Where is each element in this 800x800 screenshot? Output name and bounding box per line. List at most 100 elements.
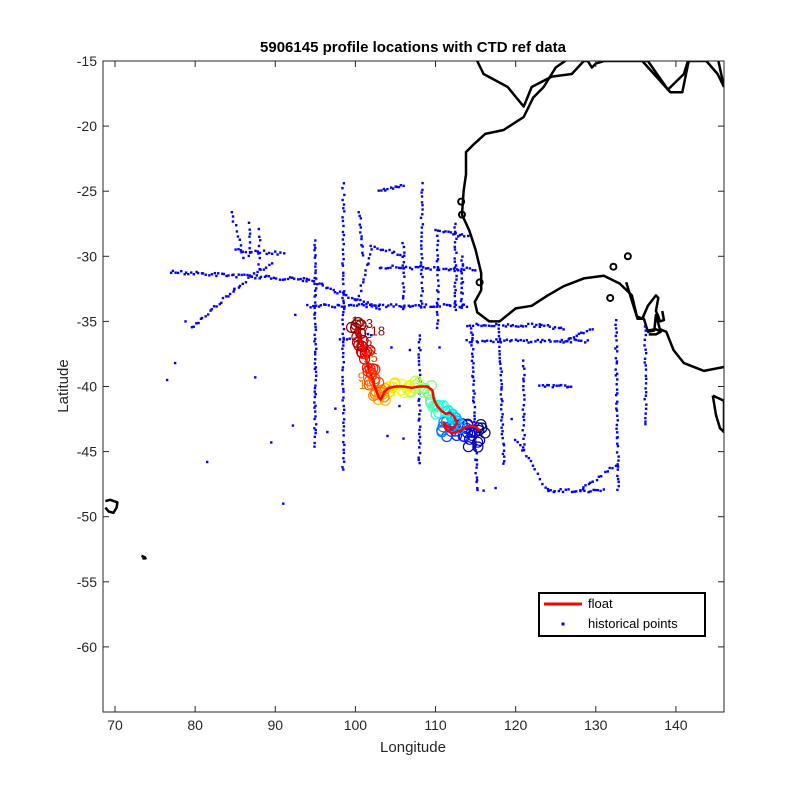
historical-point [616, 414, 619, 418]
historical-point [531, 464, 535, 467]
historical-point [426, 267, 430, 270]
historical-point [460, 291, 463, 294]
historical-point [314, 423, 318, 426]
historical-point [423, 305, 426, 309]
historical-point [453, 248, 457, 251]
historical-point [454, 288, 457, 292]
historical-point [615, 360, 619, 363]
historical-point [381, 248, 384, 252]
historical-point [342, 440, 345, 444]
historical-point [313, 282, 316, 286]
x-axis-label: Longitude [380, 739, 446, 756]
historical-point [436, 254, 439, 257]
historical-point [465, 338, 468, 342]
historical-point [365, 305, 368, 309]
historical-point [312, 280, 316, 283]
historical-point [225, 274, 228, 278]
historical-point [538, 325, 542, 329]
profile-number-label: 18 [371, 324, 385, 339]
historical-point [473, 392, 476, 395]
historical-point [314, 254, 317, 257]
historical-point [322, 303, 326, 306]
historical-point [313, 362, 317, 365]
historical-point [465, 305, 469, 309]
profile-number-label: 3 [366, 316, 373, 331]
historical-point [368, 303, 372, 306]
historical-point [342, 336, 345, 340]
historical-point [342, 468, 345, 471]
y-tick-label: -35 [77, 313, 97, 329]
historical-point [454, 222, 457, 226]
historical-point [314, 378, 318, 382]
island-small-island-1 [457, 197, 466, 206]
historical-point [510, 338, 513, 342]
historical-point [359, 226, 363, 229]
historical-point [348, 337, 351, 340]
historical-point [437, 290, 440, 294]
historical-point [418, 369, 421, 372]
historical-point [617, 459, 620, 462]
historical-point [511, 324, 514, 327]
historical-point [361, 251, 364, 255]
historical-point [614, 464, 618, 468]
historical-point [436, 273, 439, 277]
historical-point [589, 481, 592, 484]
historical-point [227, 295, 230, 298]
historical-point [435, 305, 439, 309]
historical-point [341, 399, 344, 402]
historical-point [499, 367, 502, 370]
historical-point [239, 244, 243, 247]
historical-point [399, 184, 403, 187]
legend-historical-swatch [561, 622, 565, 626]
historical-point [341, 347, 344, 350]
historical-point [475, 322, 478, 326]
historical-point [643, 361, 646, 364]
historical-point [420, 235, 423, 238]
historical-point [573, 490, 576, 493]
historical-point [342, 387, 345, 391]
historical-point [435, 260, 439, 263]
historical-point [530, 322, 534, 325]
historical-point [411, 304, 414, 308]
historical-point [342, 242, 345, 246]
legend: float historical points [538, 592, 706, 637]
historical-point [342, 299, 345, 302]
historical-point [644, 368, 648, 371]
historical-point [420, 268, 423, 272]
historical-point [244, 281, 248, 284]
historical-point [523, 398, 526, 401]
historical-point [417, 397, 421, 401]
historical-point [419, 409, 422, 412]
historical-point [368, 253, 372, 256]
historical-point [442, 303, 446, 306]
historical-point [417, 458, 420, 462]
historical-point [500, 370, 503, 373]
historical-point [549, 340, 552, 343]
profile-number-label: 4 [355, 328, 362, 343]
historical-point [497, 334, 501, 338]
historical-point [436, 319, 440, 322]
historical-point [313, 401, 316, 404]
historical-point [313, 367, 317, 371]
historical-point [442, 267, 445, 271]
profile-circle [449, 412, 462, 424]
historical-point [377, 189, 380, 192]
historical-point [549, 489, 552, 492]
historical-point [270, 262, 274, 265]
historical-point [501, 413, 504, 416]
historical-point [473, 414, 476, 418]
historical-point [341, 368, 344, 372]
historical-point [380, 266, 383, 269]
historical-point [408, 266, 412, 269]
historical-point [313, 295, 316, 298]
historical-point [313, 395, 317, 399]
historical-point [513, 438, 517, 442]
historical-point [410, 267, 414, 271]
historical-point [461, 255, 464, 258]
historical-point [611, 466, 614, 470]
historical-point [449, 304, 452, 308]
historical-point [409, 305, 412, 308]
historical-point [453, 305, 456, 308]
historical-point [313, 311, 317, 315]
